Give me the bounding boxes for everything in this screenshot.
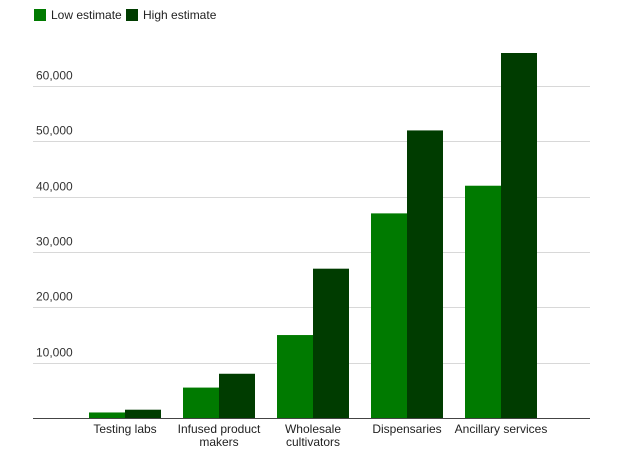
x-category-label: Dispensaries [372,422,441,436]
y-axis-tick-labels: 10,000 20,000 30,000 40,000 50,000 60,000 [36,69,73,360]
y-tick-label: 20,000 [36,290,73,304]
bar-high-estimate [125,409,161,418]
bar-high-estimate [501,53,537,418]
legend-label: High estimate [143,8,217,22]
legend-swatch [126,9,138,21]
bar-low-estimate [183,387,219,418]
x-category-label: Wholesale [285,422,341,436]
legend-label: Low estimate [51,8,122,22]
bar-low-estimate [89,412,125,418]
x-category-label: Infused product [178,422,261,436]
x-category-label: makers [199,435,238,449]
y-tick-label: 10,000 [36,346,73,360]
y-tick-label: 50,000 [36,124,73,138]
bars [89,53,537,418]
y-tick-label: 60,000 [36,69,73,83]
bar-high-estimate [407,130,443,418]
bar-high-estimate [313,268,349,418]
bar-low-estimate [277,335,313,418]
y-tick-label: 30,000 [36,235,73,249]
bar-low-estimate [371,213,407,418]
x-category-label: Testing labs [93,422,156,436]
bar-low-estimate [465,185,501,418]
legend: Low estimate High estimate [34,8,217,22]
x-category-label: cultivators [286,435,340,449]
legend-swatch [34,9,46,21]
bar-high-estimate [219,373,255,418]
y-tick-label: 40,000 [36,180,73,194]
x-category-label: Ancillary services [455,422,548,436]
